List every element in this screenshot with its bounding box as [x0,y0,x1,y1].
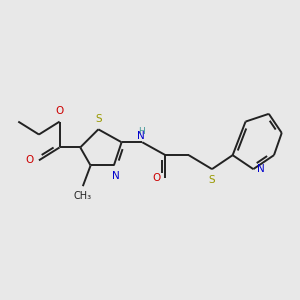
Text: S: S [95,114,102,124]
Text: S: S [209,175,215,185]
Text: O: O [26,155,34,165]
Text: N: N [257,164,265,174]
Text: N: N [112,171,120,181]
Text: CH₃: CH₃ [74,191,92,201]
Text: O: O [56,106,64,116]
Text: N: N [137,131,145,141]
Text: O: O [152,173,160,183]
Text: H: H [138,127,145,136]
